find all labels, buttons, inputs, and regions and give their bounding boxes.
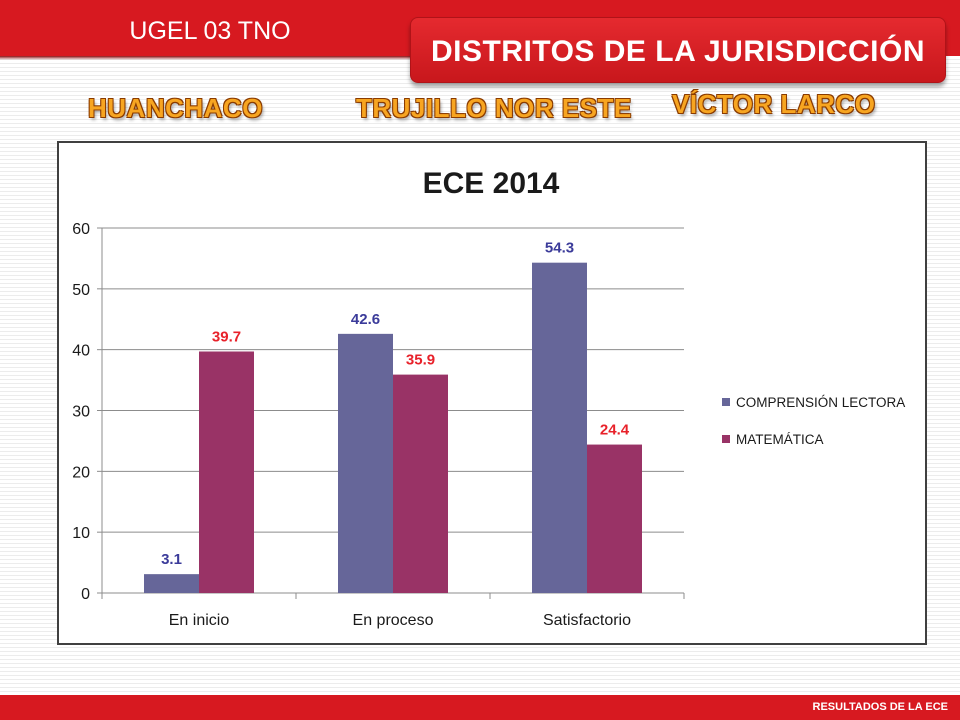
- bar: [393, 374, 448, 593]
- district-victor-larco: VÍCTOR LARCO: [672, 89, 876, 119]
- bar: [587, 444, 642, 593]
- x-tick-label: Satisfactorio: [543, 612, 631, 629]
- bar: [144, 574, 199, 593]
- bar: [338, 333, 393, 593]
- data-label: 3.1: [161, 551, 182, 568]
- y-tick-label: 40: [72, 343, 90, 360]
- y-tick-label: 0: [81, 586, 90, 603]
- bar: [199, 351, 254, 593]
- y-tick-label: 50: [72, 282, 90, 299]
- data-label: 24.4: [600, 422, 630, 439]
- y-tick-label: 60: [72, 221, 90, 238]
- data-label: 54.3: [545, 240, 574, 257]
- x-tick-label: En proceso: [353, 612, 434, 629]
- chart-title: ECE 2014: [423, 167, 560, 200]
- district-trujillo-nor-este: TRUJILLO NOR ESTE: [356, 93, 632, 123]
- legend-label: MATEMÁTICA: [736, 432, 824, 447]
- legend-swatch: [722, 435, 730, 443]
- y-tick-label: 10: [72, 525, 90, 542]
- bar: [532, 262, 587, 593]
- y-tick-label: 20: [72, 464, 90, 481]
- title-box: DISTRITOS DE LA JURISDICCIÓN: [410, 17, 946, 83]
- legend-label: COMPRENSIÓN LECTORA: [736, 395, 905, 410]
- bottom-band: RESULTADOS DE LA ECE: [0, 695, 960, 720]
- footer-text: RESULTADOS DE LA ECE: [812, 701, 948, 713]
- top-band-shadow: [0, 56, 410, 60]
- chart: ECE 2014 0 10 20 30 40 50 60 En inicio 3.1 39.7 En …: [72, 167, 905, 629]
- organization-name: UGEL 03 TNO: [129, 17, 291, 45]
- data-label: 35.9: [406, 352, 435, 369]
- x-tick-label: En inicio: [169, 612, 230, 629]
- page-title: DISTRITOS DE LA JURISDICCIÓN: [430, 35, 926, 68]
- data-label: 39.7: [212, 328, 241, 345]
- data-label: 42.6: [351, 311, 380, 328]
- legend-swatch: [722, 398, 730, 406]
- y-tick-label: 30: [72, 404, 90, 421]
- district-huanchaco: HUANCHACO: [88, 93, 263, 123]
